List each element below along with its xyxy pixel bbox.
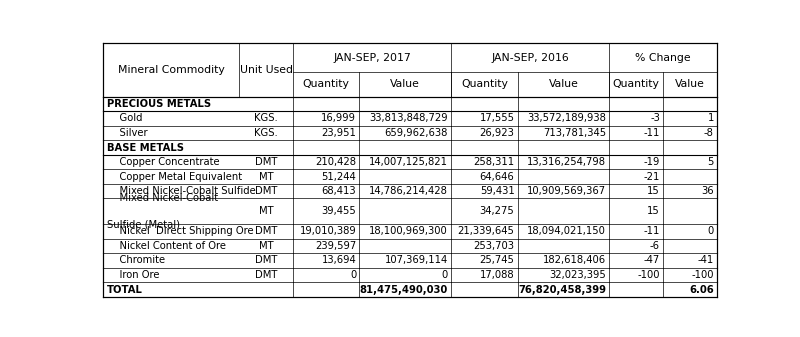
Text: 17,088: 17,088 [480, 270, 514, 280]
Text: 239,597: 239,597 [315, 241, 356, 251]
Text: Nickel  Direct Shipping Ore: Nickel Direct Shipping Ore [107, 226, 254, 236]
Text: 23,951: 23,951 [322, 128, 356, 138]
Text: JAN-SEP, 2016: JAN-SEP, 2016 [491, 53, 569, 63]
Text: Copper Metal Equivalent: Copper Metal Equivalent [107, 172, 242, 182]
Text: Chromite: Chromite [107, 255, 165, 265]
Text: 18,094,021,150: 18,094,021,150 [527, 226, 606, 236]
Text: TOTAL: TOTAL [107, 285, 142, 295]
Text: 15: 15 [647, 186, 660, 196]
Text: 0: 0 [707, 226, 714, 236]
Text: KGS.: KGS. [254, 128, 278, 138]
Text: Value: Value [675, 80, 705, 89]
Text: 34,275: 34,275 [480, 206, 514, 216]
Text: Gold: Gold [107, 114, 142, 123]
Text: 14,007,125,821: 14,007,125,821 [369, 157, 448, 167]
Text: -3: -3 [650, 114, 660, 123]
Text: Nickel Content of Ore: Nickel Content of Ore [107, 241, 226, 251]
Text: 6.06: 6.06 [689, 285, 714, 295]
Text: 5: 5 [707, 157, 714, 167]
Text: 64,646: 64,646 [480, 172, 514, 182]
Text: Copper Concentrate: Copper Concentrate [107, 157, 219, 167]
Text: Quantity: Quantity [461, 80, 508, 89]
Text: -100: -100 [691, 270, 714, 280]
Text: -19: -19 [644, 157, 660, 167]
Text: 59,431: 59,431 [480, 186, 514, 196]
Text: 32,023,395: 32,023,395 [550, 270, 606, 280]
Text: MT: MT [258, 206, 274, 216]
Text: 36: 36 [701, 186, 714, 196]
Text: Silver: Silver [107, 128, 147, 138]
Text: DMT: DMT [255, 255, 278, 265]
Text: 39,455: 39,455 [322, 206, 356, 216]
Text: PRECIOUS METALS: PRECIOUS METALS [107, 99, 211, 109]
Text: Quantity: Quantity [613, 80, 660, 89]
Text: 25,745: 25,745 [479, 255, 514, 265]
Text: -6: -6 [650, 241, 660, 251]
Text: 107,369,114: 107,369,114 [385, 255, 448, 265]
Text: 33,813,848,729: 33,813,848,729 [370, 114, 448, 123]
Text: 17,555: 17,555 [479, 114, 514, 123]
Text: 0: 0 [350, 270, 356, 280]
Text: MT: MT [258, 172, 274, 182]
Text: KGS.: KGS. [254, 114, 278, 123]
Text: Value: Value [390, 80, 420, 89]
Text: 182,618,406: 182,618,406 [543, 255, 606, 265]
Text: 0: 0 [442, 270, 448, 280]
Text: DMT: DMT [255, 157, 278, 167]
Text: Mixed Nickel-Cobalt: Mixed Nickel-Cobalt [107, 193, 218, 203]
Text: BASE METALS: BASE METALS [107, 143, 184, 153]
Text: JAN-SEP, 2017: JAN-SEP, 2017 [333, 53, 411, 63]
Text: 19,010,389: 19,010,389 [299, 226, 356, 236]
Text: 713,781,345: 713,781,345 [543, 128, 606, 138]
Text: 16,999: 16,999 [322, 114, 356, 123]
Text: Unit Used: Unit Used [239, 65, 293, 75]
Text: Mixed Nickel-Cobalt Sulfide: Mixed Nickel-Cobalt Sulfide [107, 186, 255, 196]
Text: -47: -47 [644, 255, 660, 265]
Text: 1: 1 [707, 114, 714, 123]
Text: 210,428: 210,428 [315, 157, 356, 167]
Text: -11: -11 [644, 128, 660, 138]
Text: 68,413: 68,413 [322, 186, 356, 196]
Text: 21,339,645: 21,339,645 [458, 226, 514, 236]
Text: -21: -21 [644, 172, 660, 182]
Text: 10,909,569,367: 10,909,569,367 [527, 186, 606, 196]
Text: 14,786,214,428: 14,786,214,428 [369, 186, 448, 196]
Text: DMT: DMT [255, 270, 278, 280]
Text: 81,475,490,030: 81,475,490,030 [360, 285, 448, 295]
Text: -11: -11 [644, 226, 660, 236]
Text: % Change: % Change [635, 53, 691, 63]
Text: 258,311: 258,311 [474, 157, 514, 167]
Text: 26,923: 26,923 [479, 128, 514, 138]
Text: 15: 15 [647, 206, 660, 216]
Text: 76,820,458,399: 76,820,458,399 [518, 285, 606, 295]
Text: 659,962,638: 659,962,638 [385, 128, 448, 138]
Text: Quantity: Quantity [302, 80, 350, 89]
Text: -8: -8 [704, 128, 714, 138]
Text: 253,703: 253,703 [474, 241, 514, 251]
Text: Mineral Commodity: Mineral Commodity [118, 65, 225, 75]
Text: Value: Value [549, 80, 578, 89]
Text: MT: MT [258, 241, 274, 251]
Text: 18,100,969,300: 18,100,969,300 [370, 226, 448, 236]
Text: 13,694: 13,694 [322, 255, 356, 265]
Text: 13,316,254,798: 13,316,254,798 [527, 157, 606, 167]
Text: 33,572,189,938: 33,572,189,938 [527, 114, 606, 123]
Text: 51,244: 51,244 [322, 172, 356, 182]
Text: DMT: DMT [255, 226, 278, 236]
Text: -100: -100 [638, 270, 660, 280]
Text: DMT: DMT [255, 186, 278, 196]
Text: Iron Ore: Iron Ore [107, 270, 159, 280]
Text: Sulfide (Metal): Sulfide (Metal) [107, 220, 180, 229]
Text: -41: -41 [698, 255, 714, 265]
